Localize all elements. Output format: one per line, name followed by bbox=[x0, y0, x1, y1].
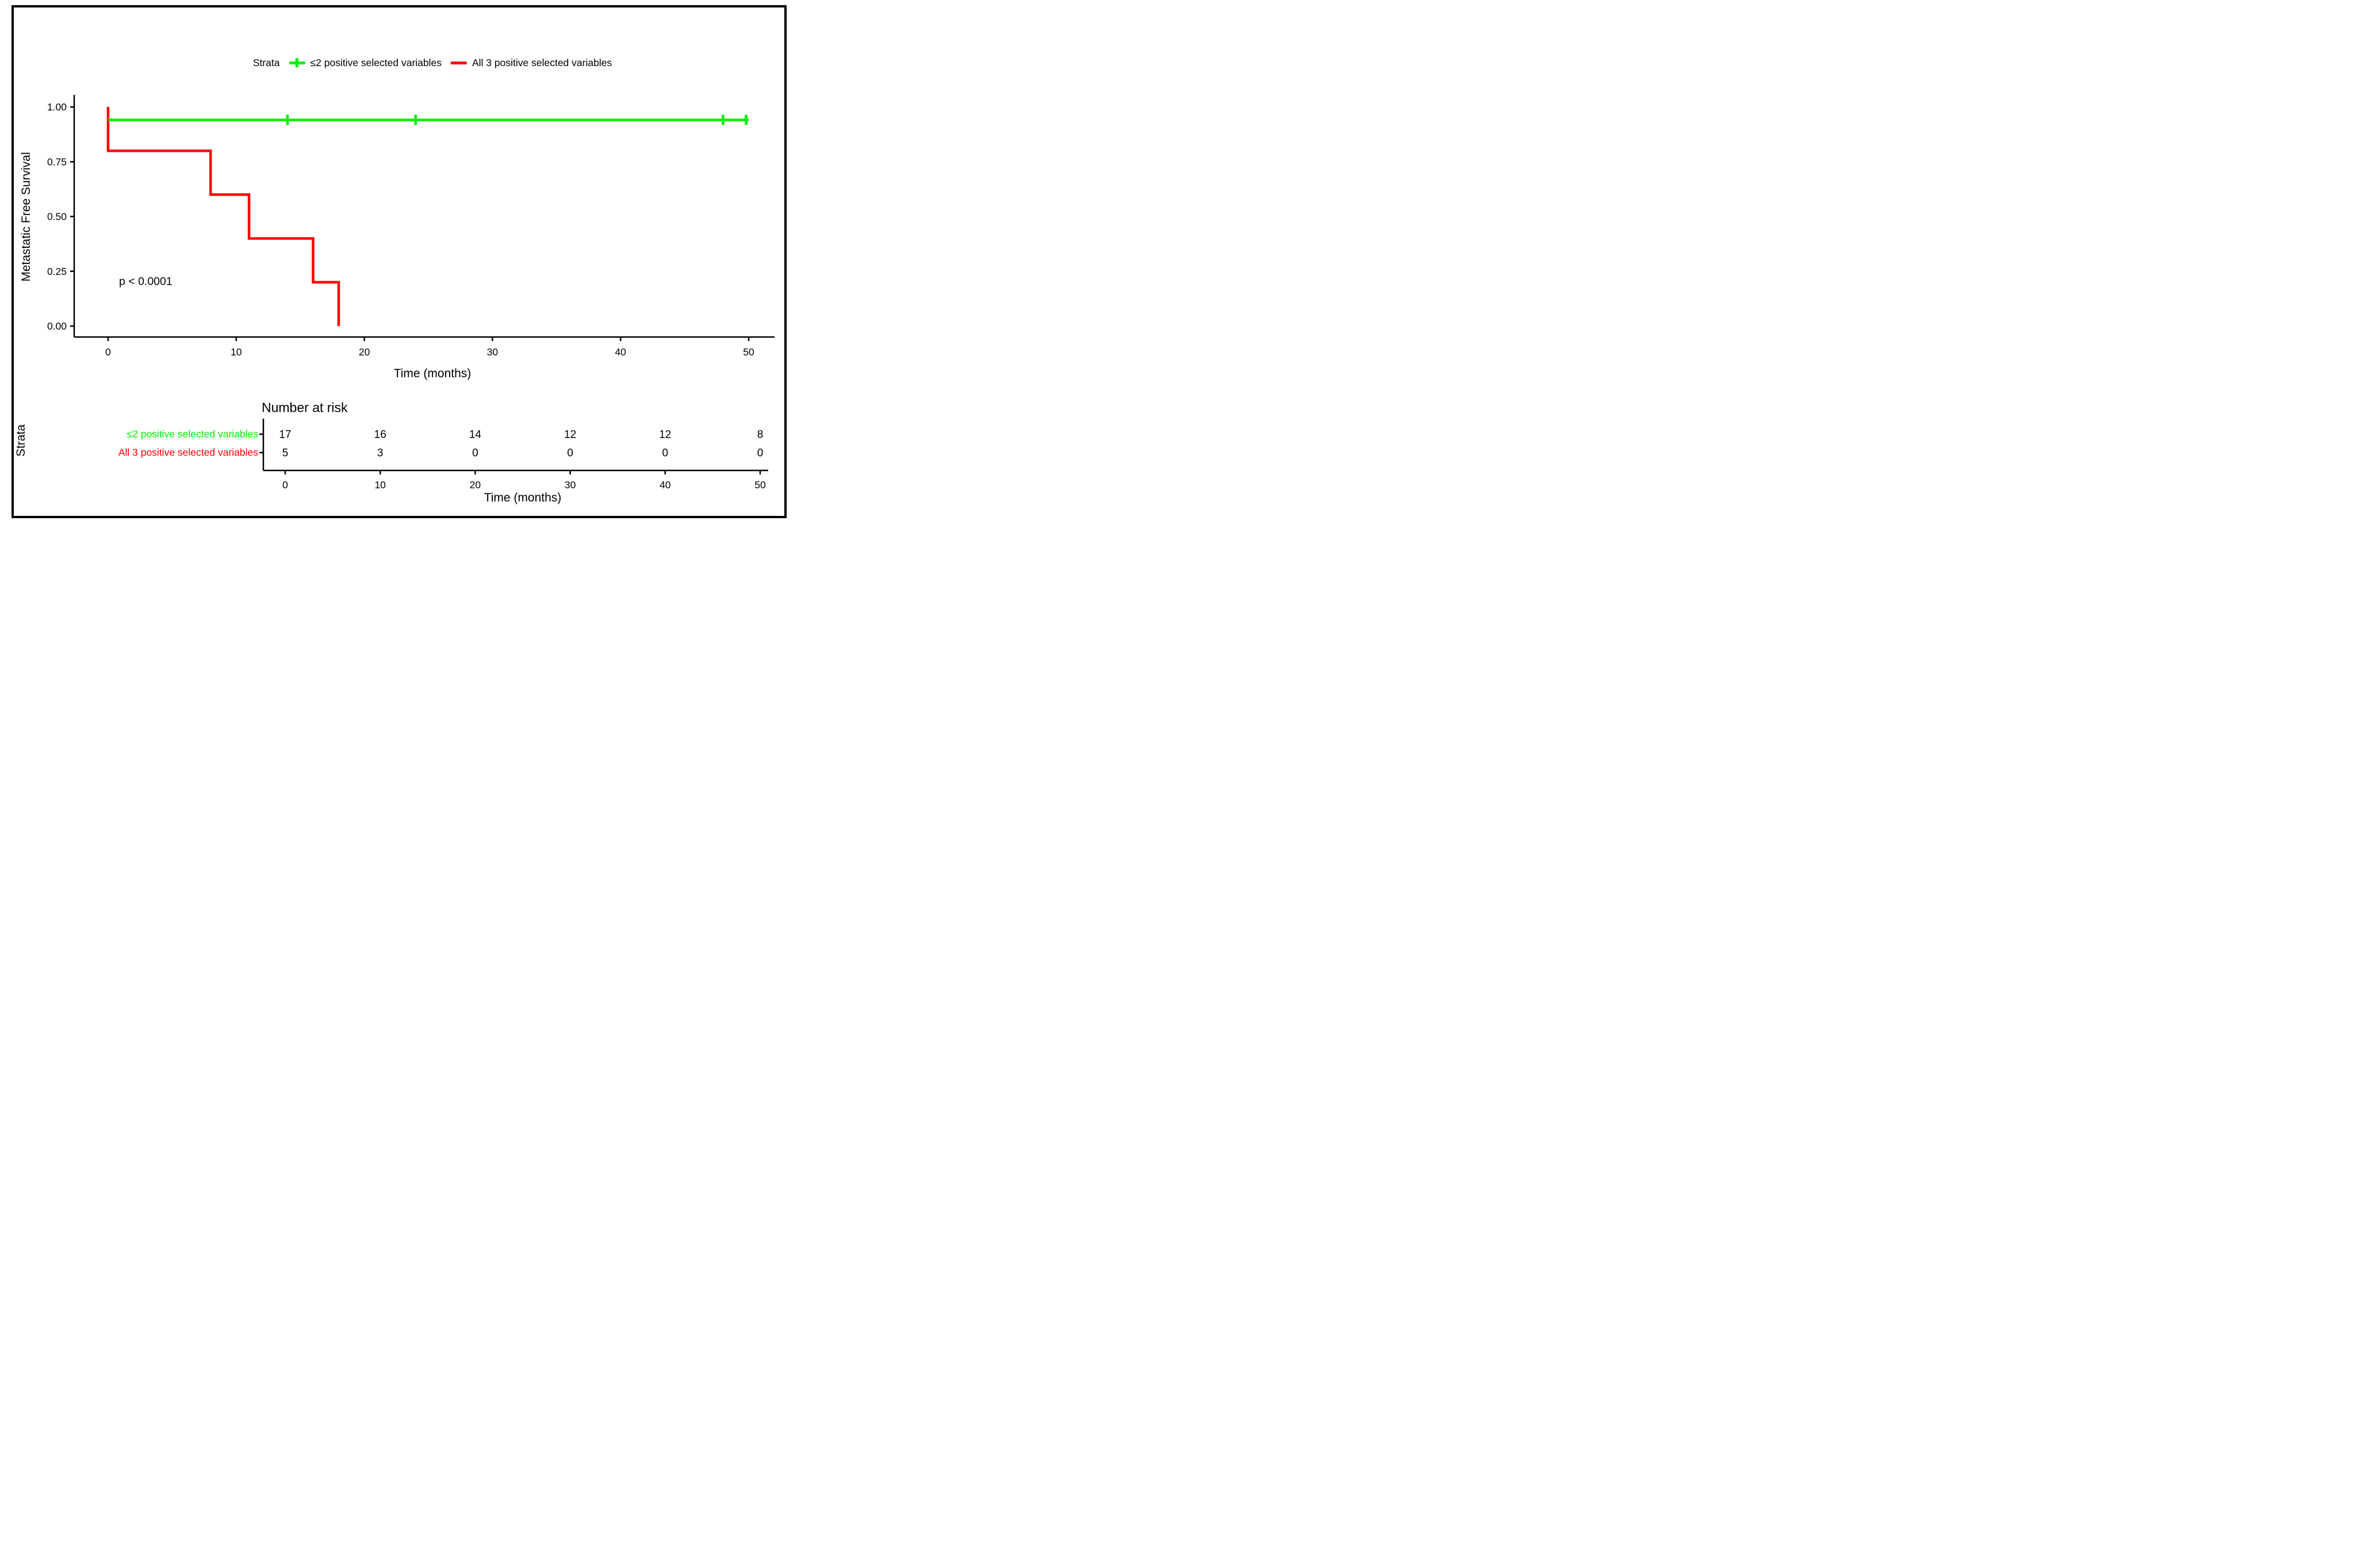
risk-x-tick-label: 0 bbox=[282, 479, 288, 491]
risk-x-tick-label: 40 bbox=[660, 479, 671, 491]
dash-icon bbox=[451, 56, 467, 69]
risk-count: 14 bbox=[469, 429, 482, 441]
risk-time-axis-label: Time (months) bbox=[484, 491, 562, 504]
x-tick-label: 50 bbox=[743, 346, 754, 358]
risk-count: 17 bbox=[279, 429, 291, 441]
legend-item-le2[interactable]: ≤2 positive selected variables bbox=[289, 56, 442, 69]
x-tick-label: 10 bbox=[231, 346, 242, 358]
risk-row-label-all3: All 3 positive selected variables bbox=[118, 446, 258, 458]
y-tick-label: 0.00 bbox=[47, 320, 67, 332]
risk-x-tick-label: 20 bbox=[470, 479, 481, 491]
y-tick-label: 0.50 bbox=[47, 211, 67, 223]
risk-count: 0 bbox=[567, 447, 573, 460]
x-tick-label: 30 bbox=[487, 346, 499, 358]
x-axis-title: Time (months) bbox=[393, 367, 472, 380]
km-plot-canvas: 0.000.250.500.751.000 10 20 30 40 500 10 20 30 40… bbox=[47, 95, 775, 491]
risk-count: 0 bbox=[757, 447, 764, 460]
legend-item-label: ≤2 positive selected variables bbox=[310, 56, 442, 68]
y-axis-title: Metastatic Free Survival bbox=[20, 152, 33, 282]
risk-count: 3 bbox=[377, 447, 384, 460]
risk-count: 16 bbox=[374, 429, 386, 441]
y-tick-label: 1.00 bbox=[47, 101, 67, 113]
risk-x-tick-label: 30 bbox=[565, 479, 576, 491]
risk-count: 12 bbox=[659, 429, 671, 441]
risk-count: 12 bbox=[564, 429, 576, 441]
km-curve bbox=[106, 107, 340, 326]
plus-icon bbox=[289, 56, 305, 69]
risk-count: 8 bbox=[757, 429, 764, 441]
y-tick-label: 0.75 bbox=[47, 156, 67, 167]
risk-count: 0 bbox=[472, 447, 478, 460]
x-tick-label: 40 bbox=[615, 346, 626, 358]
y-tick-label: 0.25 bbox=[47, 266, 67, 277]
legend-title: Strata bbox=[252, 56, 280, 68]
risk-x-tick-label: 10 bbox=[374, 479, 386, 491]
risk-table-title: Number at risk bbox=[262, 400, 348, 415]
legend-item-all3[interactable]: All 3 positive selected variables bbox=[451, 56, 612, 69]
km-figure: 0.00 0.25 0.50 0.75 1.00 0 10 20 30 40 50 0 10 20 30 40… bbox=[0, 0, 794, 521]
legend: Strata ≤2 positive selected variables Al… bbox=[253, 56, 612, 69]
x-tick-label: 20 bbox=[359, 346, 370, 358]
x-tick-label: 0 bbox=[105, 346, 111, 358]
risk-x-tick-label: 50 bbox=[754, 479, 766, 491]
risk-strata-axis-title: Strata bbox=[14, 424, 28, 457]
risk-count: 0 bbox=[662, 447, 669, 460]
legend-item-label: All 3 positive selected variables bbox=[472, 56, 612, 68]
p-value-annotation: p < 0.0001 bbox=[119, 275, 173, 288]
risk-row-label-le2: ≤2 positive selected variables bbox=[127, 428, 258, 440]
risk-count: 5 bbox=[282, 447, 289, 460]
